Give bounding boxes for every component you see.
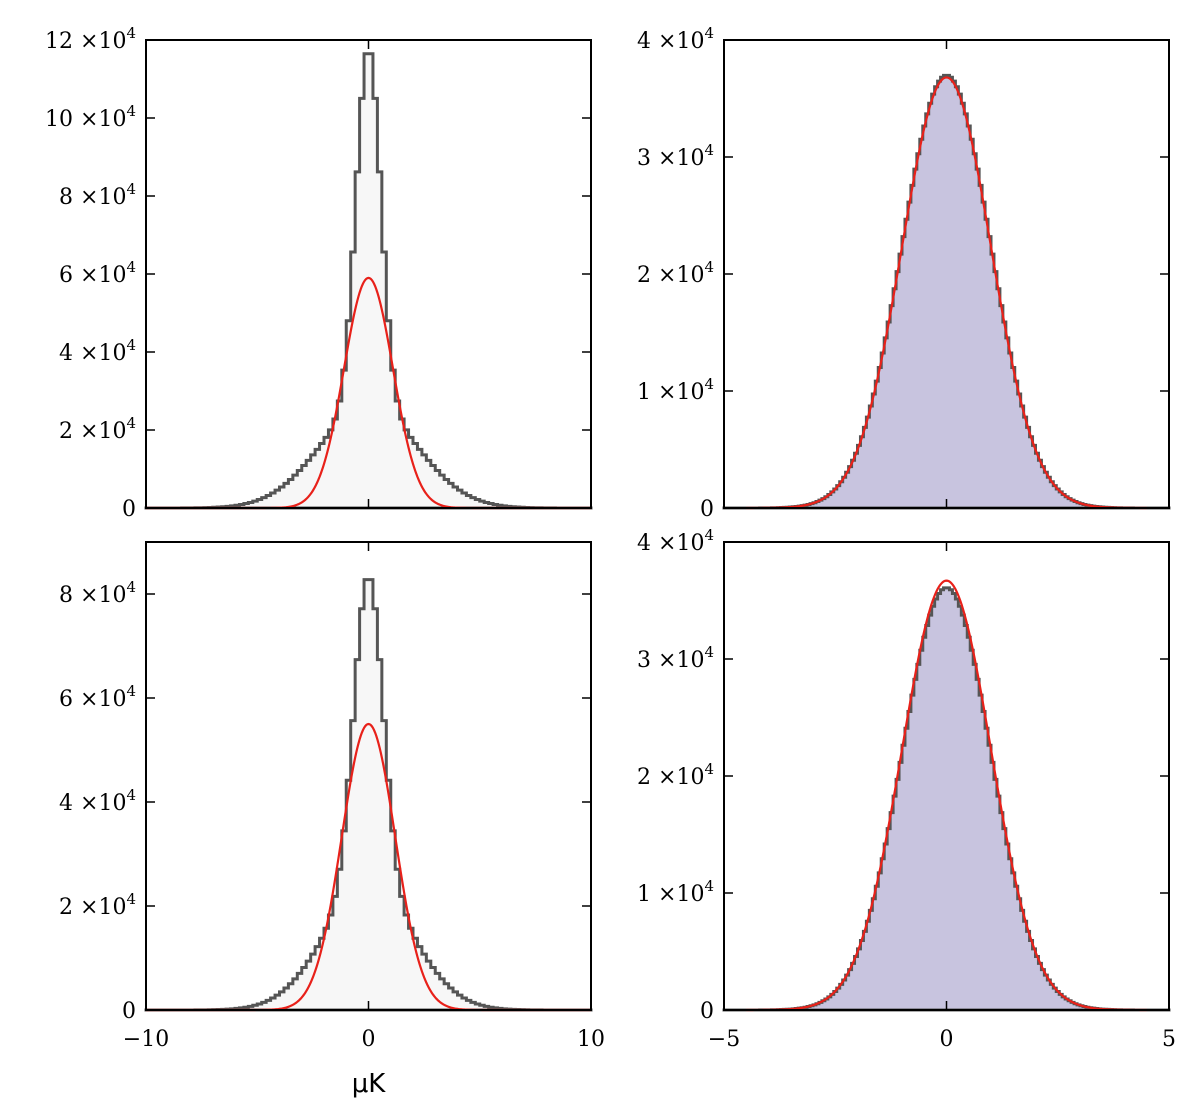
y-tick-label: 0 [700,497,714,522]
y-tick-label: 2 ×104 [59,890,136,920]
panel-bottom-left: 0 2 ×104 4 ×104 6 ×104 8 ×104 −10 0 10 μK [59,541,605,1099]
y-tick-label: 8 ×104 [59,180,136,210]
histogram-bars [144,52,593,510]
y-tick-label: 4 ×104 [637,526,714,556]
x-tick-label: 0 [940,1027,954,1052]
y-tick-label: 6 ×104 [59,258,136,288]
y-tick-label: 8 ×104 [59,578,136,608]
y-tick-label: 0 [700,999,714,1024]
histogram-bars [722,73,1171,510]
gaussian-fit-line [746,579,1147,1012]
x-tick-label: −5 [708,1027,740,1052]
x-axis-label: μK [352,1069,387,1099]
y-tick-label: 4 ×104 [59,336,136,366]
x-tick-label: −10 [123,1027,169,1052]
y-tick-label: 2 ×104 [637,258,714,288]
panel-top-right: 0 1 ×104 2 ×104 3 ×104 4 ×104 [637,24,1171,522]
x-tick-label: 5 [1162,1027,1176,1052]
x-tick-label: 10 [577,1027,605,1052]
y-tick-label: 0 [122,497,136,522]
x-tick-label: 0 [362,1027,376,1052]
histogram-bars [724,586,1169,1012]
y-tick-label: 6 ×104 [59,682,136,712]
y-tick-label: 2 ×104 [59,414,136,444]
y-tick-label: 10 ×104 [45,102,136,132]
y-tick-label: 1 ×104 [637,877,714,907]
y-tick-label: 2 ×104 [637,760,714,790]
panel-bottom-right: 0 1 ×104 2 ×104 3 ×104 4 ×104 −5 0 5 [637,526,1176,1052]
y-tick-label: 3 ×104 [637,141,714,171]
panel-top-left: 0 2 ×104 4 ×104 6 ×104 8 ×104 10 ×104 12 ×104 [45,24,593,522]
y-tick-label: 12 ×104 [45,24,136,54]
y-tick-label: 4 ×104 [59,786,136,816]
y-tick-label: 1 ×104 [637,375,714,405]
gaussian-fit-line [746,76,1147,510]
y-tick-label: 4 ×104 [637,24,714,54]
y-tick-label: 3 ×104 [637,643,714,673]
histogram-bars [146,578,591,1012]
y-tick-label: 0 [122,999,136,1024]
